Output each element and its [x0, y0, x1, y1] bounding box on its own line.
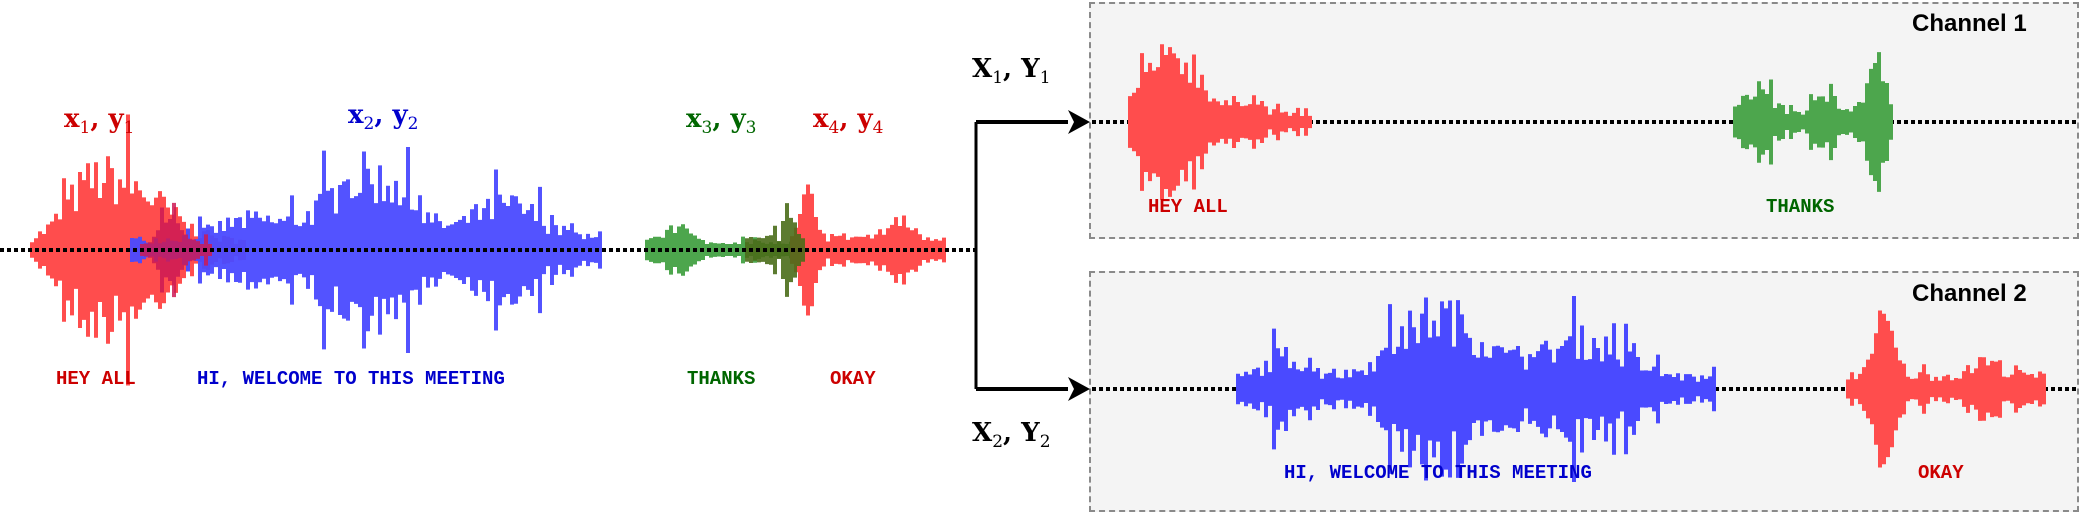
label-y3-var: y: [730, 104, 746, 134]
label-x4-sub: 4: [828, 118, 840, 139]
label-y4-var: y: [857, 104, 873, 134]
label-x1-sub: 1: [79, 118, 91, 139]
waveform-thanks: [645, 224, 793, 276]
label-X1-var: X: [972, 54, 993, 84]
label-y2-var: y: [392, 100, 408, 130]
label-x3-sub: 3: [701, 118, 713, 139]
label-X2-var: X: [972, 418, 993, 448]
ch1-word-thanks: THANKS: [1766, 196, 1835, 218]
ch1-waveform-thanks: [1733, 52, 1893, 192]
channel-1-title: Channel 1: [1912, 10, 2027, 37]
label-X2-Y2: X2, Y2: [972, 418, 1051, 453]
word-welcome: HI, WELCOME TO THIS MEETING: [197, 368, 505, 390]
label-y1-sub: 1: [123, 118, 135, 139]
label-x4-y4: x4, y4: [813, 104, 884, 139]
label-X1-Y1: X1, Y1: [972, 54, 1051, 89]
word-thanks: THANKS: [687, 368, 756, 390]
label-x2-y2: x2, y2: [348, 100, 419, 135]
label-x2-var: x: [348, 100, 364, 130]
label-y3-sub: 3: [745, 118, 757, 139]
arrow-channel-1-head: [1068, 110, 1090, 134]
label-Y1-var: Y: [1021, 54, 1040, 84]
label-X2-sub: 2: [992, 432, 1004, 453]
word-hey-all: HEY ALL: [56, 368, 136, 390]
label-x3-var: x: [686, 104, 702, 134]
label-Y1-sub: 1: [1039, 68, 1051, 89]
word-okay: OKAY: [830, 368, 876, 390]
ch2-waveform-welcome: [1236, 295, 1716, 483]
label-x1-y1: x1, y1: [64, 104, 135, 139]
ch1-word-hey-all: HEY ALL: [1148, 196, 1228, 218]
label-y1-var: y: [108, 104, 124, 134]
label-x1-var: x: [64, 104, 80, 134]
ch2-waveform-okay: [1846, 310, 2046, 468]
ch2-word-welcome: HI, WELCOME TO THIS MEETING: [1284, 462, 1592, 484]
label-y4-sub: 4: [872, 118, 884, 139]
ch1-waveform-hey-all: [1128, 44, 1312, 200]
channel-2-title: Channel 2: [1912, 280, 2027, 307]
ch2-word-okay: OKAY: [1918, 462, 1964, 484]
label-x3-y3: x3, y3: [686, 104, 757, 139]
arrow-channel-2-head: [1068, 377, 1090, 401]
waveform-overlap-2: [745, 203, 805, 297]
label-X1-sub: 1: [992, 68, 1004, 89]
label-x2-sub: 2: [363, 114, 375, 135]
label-Y2-var: Y: [1021, 418, 1040, 448]
label-Y2-sub: 2: [1039, 432, 1051, 453]
label-x4-var: x: [813, 104, 829, 134]
label-y2-sub: 2: [407, 114, 419, 135]
